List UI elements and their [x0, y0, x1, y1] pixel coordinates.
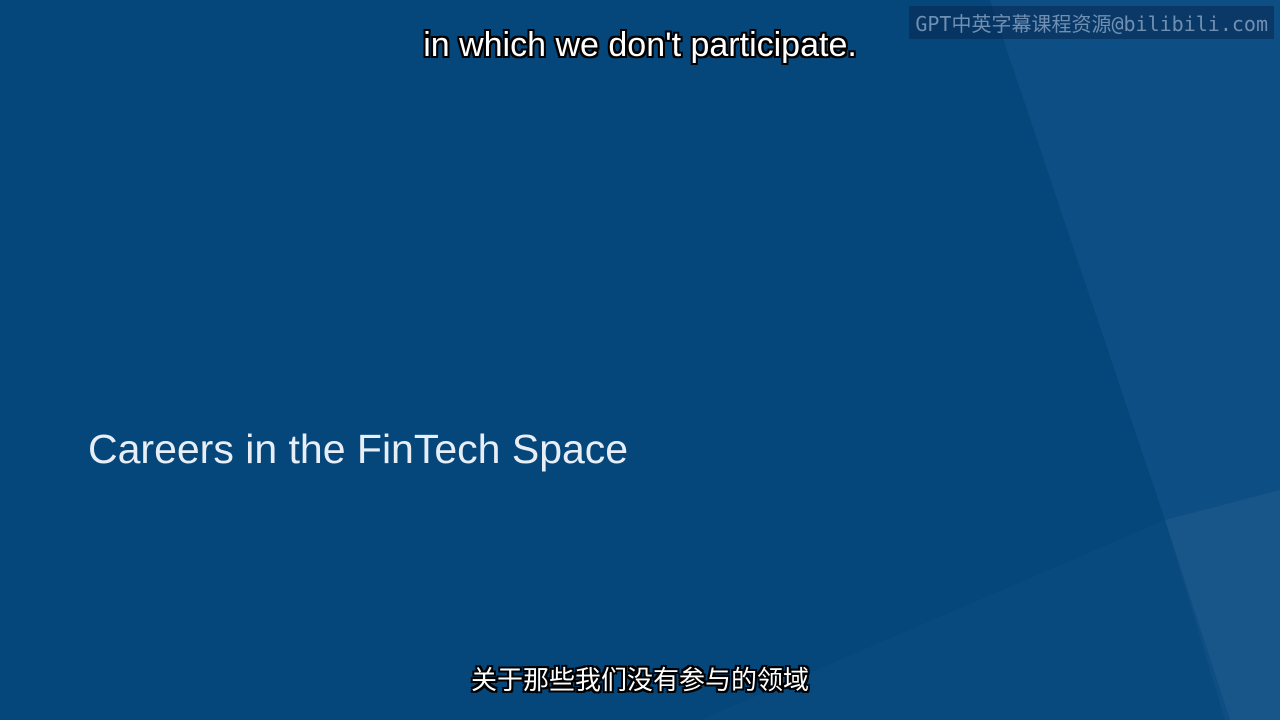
- bottom-diagonal-band: [700, 520, 1230, 720]
- chinese-subtitle: 关于那些我们没有参与的领域: [470, 666, 809, 696]
- slide-title: Careers in the FinTech Space: [88, 426, 629, 472]
- english-subtitle: in which we don't participate.: [423, 26, 857, 64]
- bottom-right-stripe: [1165, 490, 1280, 720]
- watermark: GPT中英字幕课程资源@bilibili.com: [909, 6, 1274, 39]
